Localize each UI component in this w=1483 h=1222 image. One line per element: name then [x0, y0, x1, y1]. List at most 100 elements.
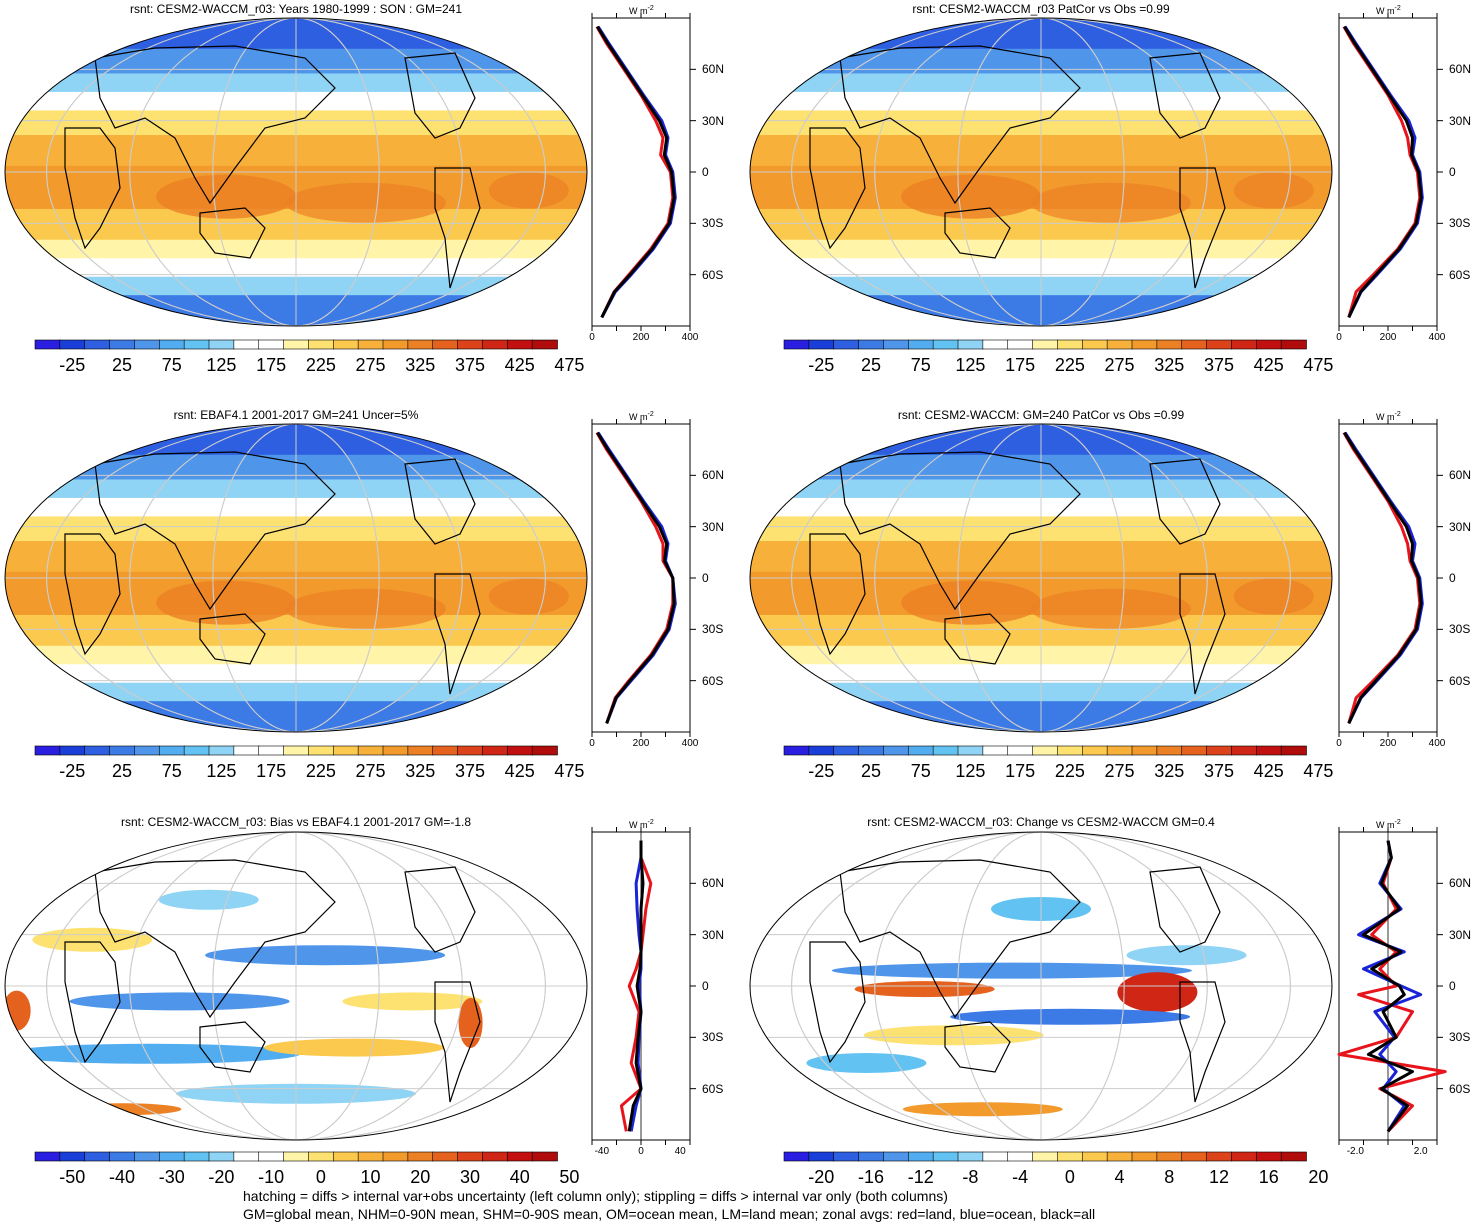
- colorbar-label: 225: [305, 761, 336, 781]
- colorbar-swatch: [208, 339, 235, 350]
- x-tick-label: 0: [1336, 738, 1342, 749]
- colorbar-swatch: [1032, 1151, 1059, 1162]
- lat-tick-label: 60N: [702, 876, 725, 891]
- colorbar-label: 75: [910, 761, 931, 781]
- colorbar-swatch: [1206, 745, 1233, 756]
- colorbar-swatch: [833, 339, 860, 350]
- colorbar-swatch: [1181, 745, 1208, 756]
- colorbar-swatch: [1057, 339, 1084, 350]
- colorbar-swatch: [858, 745, 885, 756]
- colorbar-label: -20: [208, 1167, 235, 1187]
- lat-tick-label: 0: [702, 571, 709, 585]
- colorbar-swatch: [883, 745, 910, 756]
- lat-tick-label: 60S: [702, 267, 724, 282]
- colorbar-label: 20: [1308, 1167, 1329, 1187]
- zonal-series-all-3: [1343, 431, 1423, 725]
- lat-tick-label: 60N: [702, 468, 725, 483]
- colorbar-swatch: [59, 745, 86, 756]
- panel-title: rsnt: CESM2-WACCM_r03: Years 1980-1999 :…: [129, 2, 463, 16]
- colorbar-swatch: [1181, 1151, 1208, 1162]
- colorbar-label: -8: [962, 1167, 979, 1187]
- colorbar-swatch: [957, 339, 984, 350]
- colorbar-swatch: [1231, 339, 1258, 350]
- zonal-unit-label: W m-2: [629, 819, 654, 830]
- colorbar-swatch: [482, 1151, 509, 1162]
- colorbar-label: 4: [1114, 1167, 1125, 1187]
- colorbar-swatch: [283, 745, 310, 756]
- colorbar-swatch: [1106, 1151, 1133, 1162]
- x-tick-label: 200: [1379, 738, 1397, 749]
- colorbar-label: 225: [1054, 761, 1085, 781]
- lat-tick-label: 30S: [1449, 622, 1471, 637]
- colorbar-swatch: [1007, 1151, 1034, 1162]
- colorbar: [783, 745, 1307, 756]
- colorbar-label: -40: [108, 1167, 136, 1187]
- x-tick-label: 0: [589, 738, 595, 749]
- colorbar-swatch: [783, 745, 810, 756]
- colorbar-label: 10: [360, 1167, 381, 1187]
- colorbar-swatch: [1032, 339, 1059, 350]
- colorbar-swatch: [1106, 339, 1133, 350]
- colorbar-label: 475: [554, 761, 585, 781]
- colorbar-swatch: [506, 745, 533, 756]
- colorbar-label: 275: [355, 355, 386, 375]
- colorbar-label: 125: [206, 355, 237, 375]
- colorbar-label: -20: [808, 1167, 835, 1187]
- lat-tick-label: 60S: [702, 673, 724, 688]
- colorbar-swatch: [1280, 745, 1307, 756]
- colorbar-swatch: [332, 1151, 359, 1162]
- colorbar-swatch: [833, 1151, 860, 1162]
- colorbar-swatch: [158, 339, 185, 350]
- colorbar-swatch: [34, 339, 61, 350]
- colorbar-swatch: [482, 745, 509, 756]
- zonal-series-all-4: [627, 840, 645, 1132]
- colorbar-swatch: [1181, 339, 1208, 350]
- panel-title: rsnt: CESM2-WACCM_r03: Bias vs EBAF4.1 2…: [120, 815, 471, 829]
- colorbar-label: 375: [454, 761, 486, 781]
- colorbar-label: 275: [1104, 761, 1135, 781]
- lat-tick-label: 60N: [1449, 876, 1472, 891]
- colorbar-swatch: [858, 339, 885, 350]
- colorbar-label: 125: [206, 761, 237, 781]
- colorbar-swatch: [233, 339, 260, 350]
- lat-tick-label: 30S: [1449, 216, 1471, 231]
- colorbar-label: 325: [405, 761, 436, 781]
- colorbar-label: 275: [1104, 355, 1135, 375]
- colorbar-label: -12: [907, 1167, 934, 1187]
- x-tick-label: 400: [1428, 738, 1446, 749]
- zonal-mean-plot: [591, 13, 696, 331]
- colorbar-swatch: [1206, 339, 1233, 350]
- zonal-series-all-1: [1343, 25, 1423, 319]
- colorbar-swatch: [432, 1151, 459, 1162]
- lat-tick-label: 30N: [702, 519, 725, 534]
- zonal-unit-label: W m-2: [1376, 819, 1401, 830]
- panel-title: rsnt: CESM2-WACCM_r03: Change vs CESM2-W…: [867, 815, 1215, 829]
- colorbar-swatch: [883, 1151, 910, 1162]
- lat-tick-label: 30S: [702, 622, 724, 637]
- x-tick-label: 200: [1379, 332, 1397, 343]
- colorbar-swatch: [134, 745, 161, 756]
- colorbar-label: 8: [1164, 1167, 1175, 1187]
- colorbar-label: -25: [59, 355, 86, 375]
- colorbar-label: 325: [405, 355, 436, 375]
- colorbar-swatch: [932, 339, 959, 350]
- colorbar-swatch: [59, 339, 86, 350]
- colorbar-swatch: [158, 745, 185, 756]
- lat-tick-label: 30N: [702, 113, 725, 128]
- colorbar-swatch: [258, 1151, 285, 1162]
- colorbar-swatch: [208, 745, 235, 756]
- colorbar-label: 425: [1253, 355, 1284, 375]
- colorbar-swatch: [531, 339, 558, 350]
- colorbar-swatch: [482, 339, 509, 350]
- zonal-mean-plot: [1338, 419, 1443, 737]
- colorbar-label: 225: [305, 355, 336, 375]
- colorbar-swatch: [808, 339, 835, 350]
- panel-title: rsnt: EBAF4.1 2001-2017 GM=241 Uncer=5%: [173, 408, 419, 422]
- colorbar-swatch: [1057, 1151, 1084, 1162]
- colorbar-swatch: [357, 339, 384, 350]
- panel-title: rsnt: CESM2-WACCM_r03 PatCor vs Obs =0.9…: [912, 2, 1170, 16]
- colorbar-swatch: [1007, 339, 1034, 350]
- colorbar-swatch: [982, 1151, 1009, 1162]
- colorbar-swatch: [957, 1151, 984, 1162]
- lat-tick-label: 60S: [702, 1081, 724, 1096]
